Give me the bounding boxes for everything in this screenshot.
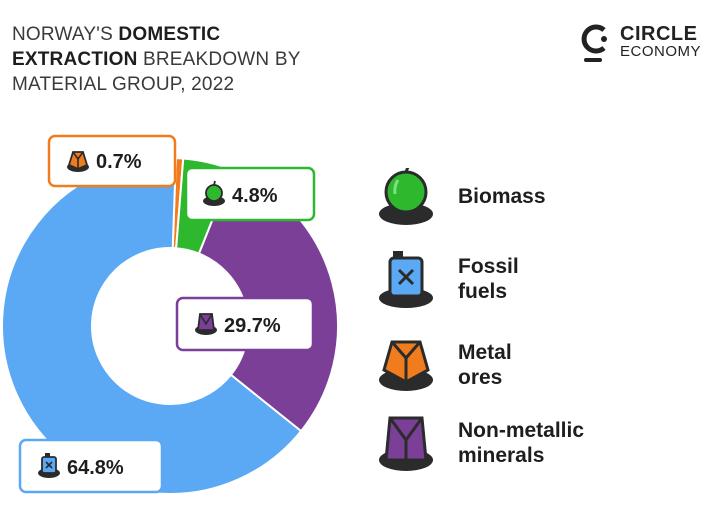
label-fossil: 64.8% (67, 457, 124, 479)
title-rest-2: MATERIAL GROUP, 2022 (12, 74, 235, 95)
legend-item-nonmetal: Non-metallic minerals (376, 414, 676, 484)
legend-item-metal: Metal ores (376, 334, 676, 404)
legend-item-fossil: Fossil fuels (376, 250, 676, 320)
chart-title: NORWAY'S DOMESTIC EXTRACTION BREAKDOWN B… (12, 22, 332, 97)
non-metallic-minerals-icon (379, 416, 433, 471)
callout-metal: 0.7% (47, 134, 177, 188)
title-rest-1: BREAKDOWN BY (137, 49, 301, 70)
fossil-fuel-icon (379, 251, 433, 308)
circle-economy-logo: CIRCLE ECONOMY (580, 22, 710, 70)
label-metal: 0.7% (96, 151, 142, 173)
title-strong-1: DOMESTIC (118, 24, 221, 45)
biomass-icon (379, 168, 433, 225)
legend-label-nonmetal-2: minerals (458, 444, 545, 467)
title-lead: NORWAY'S (12, 24, 119, 45)
legend-label-fossil-2: fuels (458, 280, 508, 303)
label-nonmetal: 29.7% (224, 315, 281, 337)
metal-ores-icon (379, 340, 433, 391)
donut-callouts: 0.7% 4.8% 29.7% (18, 134, 316, 494)
legend-label-metal-2: ores (458, 366, 503, 389)
legend-label-biomass: Biomass (458, 185, 546, 208)
mineral-icon (195, 313, 217, 335)
logo-sub: ECONOMY (620, 43, 702, 60)
legend-label-fossil-1: Fossil (458, 255, 519, 278)
title-strong-2: EXTRACTION (12, 49, 138, 70)
logo-name: CIRCLE (620, 23, 698, 45)
callout-biomass: 4.8% (184, 166, 316, 222)
metal-ore-icon (67, 151, 89, 172)
legend-label-metal-1: Metal (458, 341, 512, 364)
callout-nonmetal: 29.7% (175, 296, 315, 352)
label-biomass: 4.8% (232, 185, 278, 207)
legend-label-nonmetal-1: Non-metallic (458, 419, 585, 442)
legend-item-biomass: Biomass (376, 168, 676, 238)
callout-fossil: 64.8% (18, 438, 164, 494)
fuel-can-icon (38, 453, 60, 478)
apple-icon (203, 180, 225, 206)
circle-logo-icon (581, 24, 607, 62)
